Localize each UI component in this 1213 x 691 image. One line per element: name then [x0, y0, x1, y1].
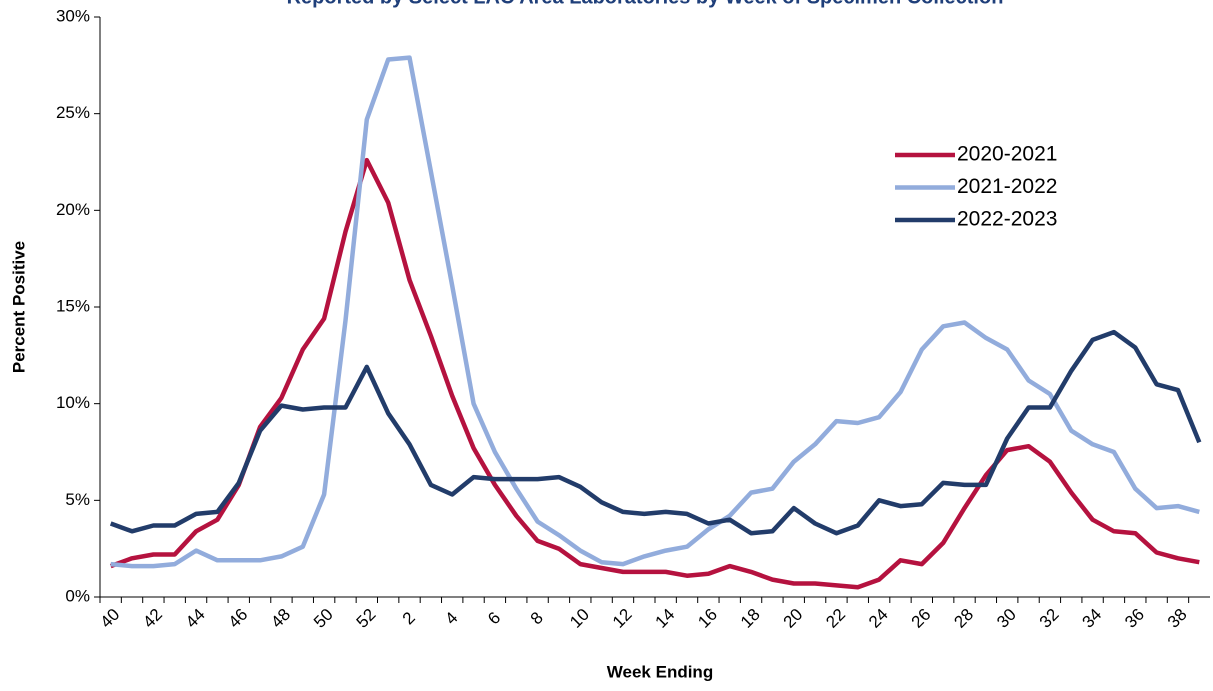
x-tick-label: 40 [97, 605, 124, 632]
x-axis-label: Week Ending [607, 662, 713, 681]
y-tick-label: 30% [56, 6, 90, 25]
x-tick-label: 42 [139, 605, 166, 632]
x-tick-label: 46 [225, 605, 252, 632]
y-tick-label: 20% [56, 200, 90, 219]
x-tick-label: 36 [1121, 605, 1148, 632]
y-tick-label: 15% [56, 296, 90, 315]
x-tick-label: 8 [527, 608, 547, 628]
legend-label: 2022-2023 [957, 208, 1057, 231]
y-tick-label: 25% [56, 103, 90, 122]
series-line [109, 329, 1202, 536]
x-tick-label: 20 [780, 605, 807, 632]
series-line [110, 55, 1200, 569]
x-tick-label: 52 [353, 605, 380, 632]
x-tick-label: 22 [822, 605, 849, 632]
legend-label: 2020-2021 [957, 143, 1057, 166]
x-tick-label: 34 [1078, 605, 1105, 632]
x-tick-label: 4 [441, 608, 461, 628]
x-tick-label: 48 [267, 605, 294, 632]
x-tick-label: 6 [484, 608, 504, 628]
legend-label: 2021-2022 [957, 175, 1057, 198]
y-tick-label: 5% [65, 490, 90, 509]
y-axis-label: Percent Positive [9, 241, 28, 373]
x-tick-label: 50 [310, 605, 337, 632]
x-tick-label: 28 [950, 605, 977, 632]
x-tick-label: 24 [865, 605, 892, 632]
chart-title: Reported by Select LAC Area Laboratories… [287, 0, 1004, 8]
x-tick-label: 44 [182, 605, 209, 632]
x-tick-label: 16 [694, 605, 721, 632]
x-tick-label: 32 [1036, 605, 1063, 632]
x-tick-label: 30 [993, 605, 1020, 632]
y-tick-label: 0% [65, 586, 90, 605]
x-tick-label: 18 [737, 605, 764, 632]
x-tick-label: 38 [1164, 605, 1191, 632]
series-line [109, 157, 1200, 590]
x-tick-label: 12 [609, 605, 636, 632]
x-tick-label: 14 [652, 605, 679, 632]
y-tick-label: 10% [56, 393, 90, 412]
x-tick-label: 26 [908, 605, 935, 632]
x-tick-label: 2 [399, 608, 419, 628]
x-tick-label: 10 [566, 605, 593, 632]
